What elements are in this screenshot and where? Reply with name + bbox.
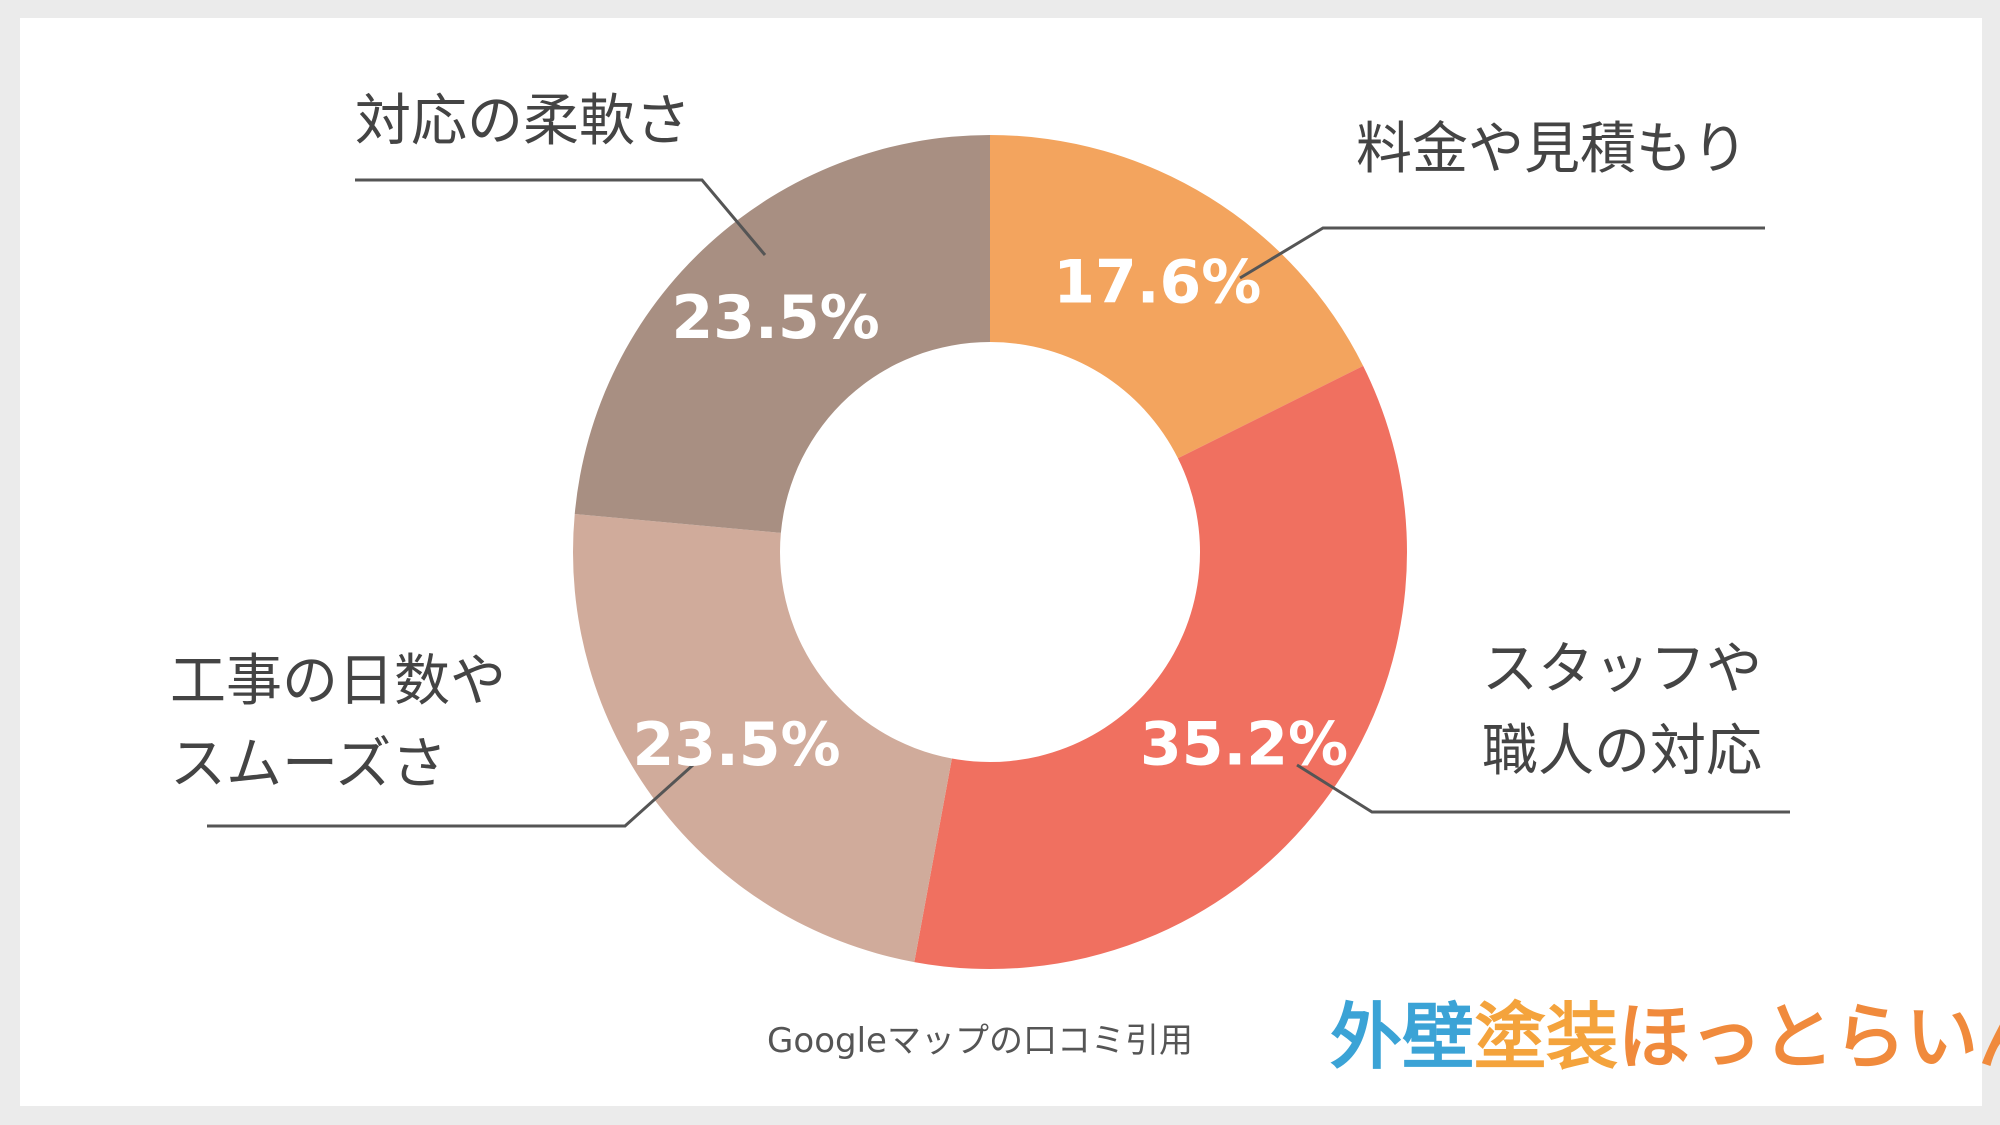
value-label-2: 35.2% xyxy=(1140,709,1348,779)
category-label-1: 料金や見積もり xyxy=(1356,117,1748,182)
category-label-3-line-2: スムーズさ xyxy=(170,732,447,797)
leader-line-4 xyxy=(355,178,767,256)
leader-lines xyxy=(207,178,1790,828)
donut-slice-4 xyxy=(574,135,990,533)
logo-part-3: ほっとらいん xyxy=(1618,995,2000,1079)
value-labels: 17.6% 35.2% 23.5% 23.5% xyxy=(632,248,1348,780)
donut-slice-2 xyxy=(914,365,1407,969)
logo-part-1: 外壁 xyxy=(1330,995,1474,1079)
logo-part-2: 塗装 xyxy=(1474,995,1618,1079)
donut-slices xyxy=(572,135,1407,969)
donut-slice-1 xyxy=(990,135,1364,459)
value-label-4: 23.5% xyxy=(672,283,880,353)
category-label-4: 対応の柔軟さ xyxy=(355,89,691,154)
donut-slice-3 xyxy=(572,513,952,963)
leader-line-3 xyxy=(207,763,695,828)
category-label-2-line-1: スタッフや xyxy=(1482,637,1762,702)
value-label-3: 23.5% xyxy=(632,710,840,780)
leader-line-2 xyxy=(1296,763,1790,814)
value-label-1: 17.6% xyxy=(1053,248,1261,318)
category-label-3-line-1: 工事の日数や xyxy=(170,649,506,714)
leader-line-1 xyxy=(1239,226,1765,280)
brand-logo: 外壁塗装ほっとらいん xyxy=(1330,995,2000,1079)
source-note: Googleマップの口コミ引用 xyxy=(767,1021,1193,1061)
category-label-2-line-2: 職人の対応 xyxy=(1482,719,1762,784)
